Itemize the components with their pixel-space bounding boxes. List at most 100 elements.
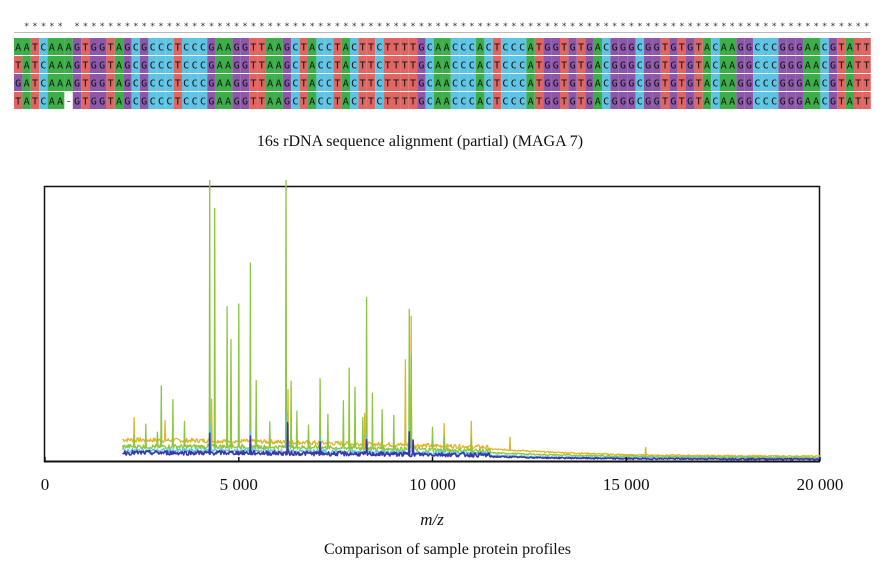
base-letter: C xyxy=(192,97,198,108)
base-letter: G xyxy=(553,43,559,54)
conservation-star: * xyxy=(553,22,558,32)
base-letter: G xyxy=(796,43,802,54)
base-letter: C xyxy=(771,97,777,108)
base-letter: G xyxy=(620,61,626,72)
base-letter: G xyxy=(544,43,550,54)
base-letter: A xyxy=(595,79,601,90)
base-letter: A xyxy=(528,43,534,54)
base-letter: C xyxy=(200,97,206,108)
base-letter: G xyxy=(612,43,618,54)
conservation-star: * xyxy=(368,22,373,32)
conservation-star: * xyxy=(729,22,734,32)
base-letter: A xyxy=(528,61,534,72)
base-letter: G xyxy=(670,43,676,54)
conservation-star: * xyxy=(419,22,424,32)
base-letter: A xyxy=(528,97,534,108)
base-letter: A xyxy=(24,79,30,90)
base-letter: C xyxy=(519,97,525,108)
base-letter: C xyxy=(326,79,332,90)
base-letter: T xyxy=(15,61,21,72)
base-letter: G xyxy=(124,43,130,54)
base-letter: A xyxy=(217,79,223,90)
conservation-row: * * * * * * * * * * * * * * * * * * * * * * * * * * * * * * * * * * * * * * * *… xyxy=(14,22,871,33)
base-letter: C xyxy=(183,43,189,54)
base-letter: C xyxy=(452,43,458,54)
base-letter: A xyxy=(435,61,441,72)
base-letter: G xyxy=(612,79,618,90)
conservation-star: * xyxy=(150,22,155,32)
base-letter: A xyxy=(435,79,441,90)
base-letter: G xyxy=(570,61,576,72)
base-letter: T xyxy=(864,61,870,72)
base-letter: C xyxy=(469,43,475,54)
base-letter: C xyxy=(511,97,517,108)
base-letter: G xyxy=(586,97,592,108)
base-letter: A xyxy=(309,43,315,54)
base-letter: G xyxy=(570,79,576,90)
base-letter: G xyxy=(687,61,693,72)
base-letter: T xyxy=(561,79,567,90)
base-letter: C xyxy=(519,61,525,72)
base-letter: G xyxy=(788,97,794,108)
base-letter: G xyxy=(654,97,660,108)
base-letter: T xyxy=(393,61,399,72)
conservation-star: * xyxy=(91,22,96,32)
x-axis-label: m/z xyxy=(420,510,444,529)
base-letter: A xyxy=(595,97,601,108)
conservation-star: * xyxy=(452,22,457,32)
base-letter: A xyxy=(847,43,853,54)
base-letter: T xyxy=(536,61,542,72)
base-letter: G xyxy=(208,43,214,54)
base-letter: G xyxy=(74,79,80,90)
alignment-caption: 16s rDNA sequence alignment (partial) (M… xyxy=(0,133,840,151)
base-letter: A xyxy=(49,79,55,90)
base-letter: A xyxy=(116,61,122,72)
sequence-row: GATCAAAGTGGTAGCGCCCTCCCGAAGGTTAAGCTACCTA… xyxy=(14,74,871,91)
base-letter: T xyxy=(561,97,567,108)
base-letter: C xyxy=(318,79,324,90)
sequence-row: TATCAA-GTGGTAGCGCCCTCCCGAAGGTTAAGCTACCTA… xyxy=(14,92,871,109)
conservation-star: * xyxy=(780,22,785,32)
base-letter: A xyxy=(49,97,55,108)
base-letter: T xyxy=(259,43,265,54)
base-letter: A xyxy=(477,43,483,54)
base-letter: C xyxy=(200,79,206,90)
base-letter: C xyxy=(763,79,769,90)
base-letter: A xyxy=(805,61,811,72)
base-letter: T xyxy=(175,79,181,90)
base-letter: T xyxy=(838,61,844,72)
base-letter: A xyxy=(217,97,223,108)
base-letter: A xyxy=(309,79,315,90)
base-letter: C xyxy=(822,97,828,108)
conservation-star: * xyxy=(528,22,533,32)
base-letter: T xyxy=(32,43,38,54)
conservation-star: * xyxy=(125,22,130,32)
base-letter: G xyxy=(99,43,105,54)
base-letter: C xyxy=(158,61,164,72)
base-letter: A xyxy=(805,79,811,90)
base-letter: T xyxy=(393,97,399,108)
base-letter: T xyxy=(662,61,668,72)
base-letter: T xyxy=(578,61,584,72)
base-letter: G xyxy=(830,97,836,108)
base-letter: G xyxy=(746,97,752,108)
conservation-star: * xyxy=(158,22,163,32)
base-letter: G xyxy=(553,97,559,108)
conservation-star: * xyxy=(217,22,222,32)
conservation-star: * xyxy=(309,22,314,32)
conservation-star: * xyxy=(477,22,482,32)
base-letter: G xyxy=(124,79,130,90)
base-letter: C xyxy=(133,61,139,72)
base-letter: C xyxy=(427,43,433,54)
conservation-star: * xyxy=(259,22,264,32)
base-letter: T xyxy=(578,43,584,54)
base-letter: C xyxy=(133,97,139,108)
conservation-star: * xyxy=(225,22,230,32)
base-letter: G xyxy=(628,97,634,108)
base-letter: G xyxy=(284,79,290,90)
base-letter: C xyxy=(754,61,760,72)
base-letter: C xyxy=(822,79,828,90)
base-letter: C xyxy=(637,97,643,108)
base-letter: A xyxy=(116,79,122,90)
conservation-star: * xyxy=(503,22,508,32)
